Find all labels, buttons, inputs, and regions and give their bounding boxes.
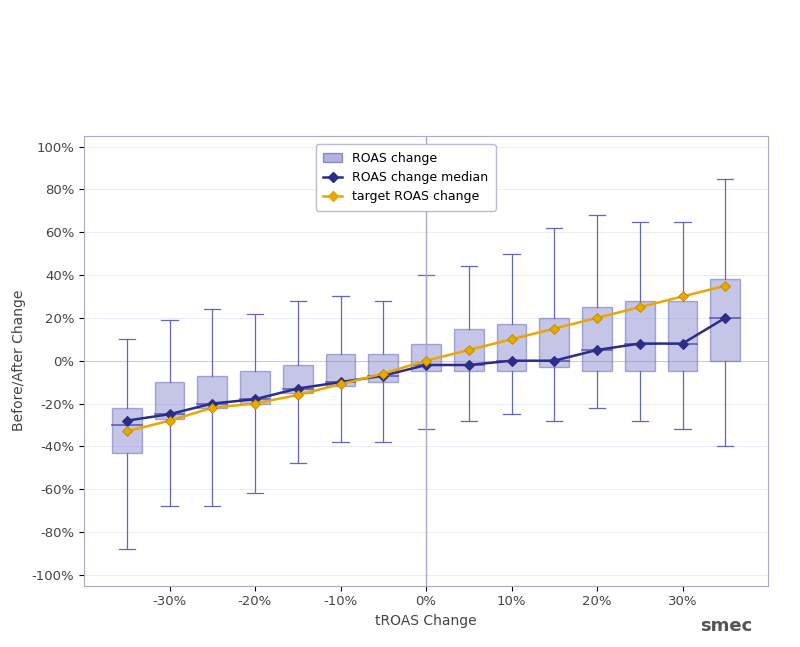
Text: smec: smec (700, 617, 752, 635)
Text: tROAS Decrease: tROAS Decrease (146, 96, 362, 120)
Bar (112, 408, 142, 453)
X-axis label: tROAS Change: tROAS Change (375, 614, 477, 628)
Bar (282, 365, 313, 393)
Bar (625, 301, 654, 371)
Legend: ROAS change, ROAS change median, target ROAS change: ROAS change, ROAS change median, target … (316, 144, 496, 211)
Bar (454, 329, 484, 371)
Bar (198, 376, 227, 408)
Bar (154, 382, 185, 419)
Y-axis label: Before/After Change: Before/After Change (12, 290, 26, 432)
Bar (539, 318, 570, 367)
Bar (667, 301, 698, 371)
Bar (240, 371, 270, 404)
Bar (326, 355, 355, 386)
Bar (411, 344, 441, 371)
Bar (582, 307, 612, 371)
Bar (368, 355, 398, 382)
Bar (710, 280, 740, 361)
Text: tROAS Increase: tROAS Increase (495, 96, 701, 120)
Bar (497, 324, 526, 371)
